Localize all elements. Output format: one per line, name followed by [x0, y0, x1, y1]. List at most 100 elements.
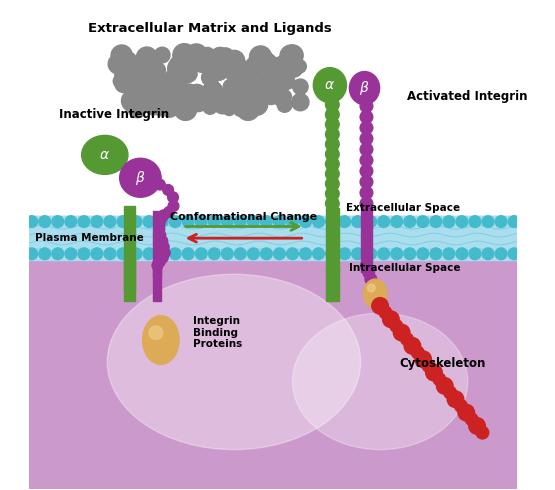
Circle shape — [52, 248, 64, 260]
Circle shape — [274, 216, 285, 227]
Circle shape — [444, 386, 456, 399]
Circle shape — [278, 73, 295, 90]
Circle shape — [117, 248, 129, 260]
Circle shape — [401, 333, 413, 345]
Circle shape — [157, 236, 168, 246]
Circle shape — [246, 57, 260, 72]
Circle shape — [326, 248, 337, 260]
Circle shape — [285, 59, 302, 77]
Bar — [326, 208, 339, 272]
Circle shape — [379, 306, 392, 319]
Circle shape — [458, 404, 475, 421]
Circle shape — [146, 62, 160, 76]
Circle shape — [430, 248, 442, 260]
Circle shape — [417, 216, 428, 227]
Circle shape — [117, 216, 129, 227]
Circle shape — [360, 143, 373, 156]
Circle shape — [365, 216, 376, 227]
Circle shape — [234, 248, 246, 260]
Circle shape — [174, 98, 197, 121]
Circle shape — [155, 230, 166, 241]
Circle shape — [195, 248, 207, 260]
Text: $\alpha$: $\alpha$ — [99, 148, 110, 162]
Circle shape — [224, 50, 245, 71]
Circle shape — [154, 179, 165, 190]
Circle shape — [278, 83, 288, 94]
Circle shape — [158, 210, 169, 220]
Circle shape — [169, 93, 191, 115]
Circle shape — [226, 91, 246, 110]
Circle shape — [152, 98, 166, 113]
Circle shape — [382, 311, 399, 327]
Circle shape — [276, 67, 291, 82]
Ellipse shape — [82, 135, 128, 174]
Circle shape — [129, 60, 149, 80]
Circle shape — [26, 216, 38, 227]
Circle shape — [268, 86, 281, 98]
Circle shape — [115, 67, 128, 80]
Circle shape — [146, 100, 161, 115]
Circle shape — [360, 132, 373, 145]
Circle shape — [248, 248, 259, 260]
Circle shape — [165, 82, 185, 101]
Circle shape — [239, 80, 253, 94]
Circle shape — [221, 216, 233, 227]
Ellipse shape — [107, 274, 361, 450]
Circle shape — [225, 69, 236, 80]
Circle shape — [154, 256, 165, 267]
Circle shape — [465, 413, 478, 426]
Circle shape — [213, 95, 232, 114]
Circle shape — [137, 59, 149, 71]
Circle shape — [139, 57, 160, 78]
Circle shape — [455, 399, 467, 412]
Circle shape — [178, 62, 188, 73]
Circle shape — [365, 248, 376, 260]
Circle shape — [180, 66, 197, 82]
Circle shape — [133, 102, 144, 113]
Bar — [29, 1, 517, 216]
Circle shape — [91, 248, 103, 260]
Circle shape — [260, 248, 273, 260]
Circle shape — [154, 219, 165, 229]
Circle shape — [170, 58, 193, 80]
Circle shape — [279, 90, 291, 103]
Circle shape — [482, 216, 494, 227]
Circle shape — [173, 93, 194, 114]
Circle shape — [208, 216, 220, 227]
Circle shape — [91, 216, 103, 227]
Circle shape — [201, 69, 219, 86]
Circle shape — [352, 248, 364, 260]
Circle shape — [129, 66, 140, 77]
Circle shape — [282, 45, 303, 66]
Circle shape — [124, 68, 135, 79]
Circle shape — [210, 49, 226, 65]
Circle shape — [135, 86, 150, 101]
Circle shape — [130, 70, 151, 91]
Circle shape — [267, 62, 284, 78]
Circle shape — [456, 216, 468, 227]
Text: Extracellular Space: Extracellular Space — [346, 203, 461, 213]
Bar — [29, 216, 517, 260]
Circle shape — [482, 248, 494, 260]
Circle shape — [222, 52, 234, 64]
Circle shape — [223, 103, 235, 116]
Circle shape — [157, 216, 168, 227]
Circle shape — [39, 248, 51, 260]
Circle shape — [300, 216, 311, 227]
Bar — [124, 260, 135, 301]
Circle shape — [226, 86, 238, 97]
Circle shape — [151, 69, 163, 81]
Circle shape — [508, 216, 520, 227]
Circle shape — [153, 77, 173, 97]
Bar — [326, 270, 339, 301]
Circle shape — [360, 111, 373, 123]
Circle shape — [155, 214, 166, 224]
Circle shape — [426, 364, 442, 381]
Circle shape — [178, 96, 195, 114]
Circle shape — [188, 84, 206, 103]
Circle shape — [286, 248, 298, 260]
Circle shape — [235, 60, 248, 74]
Circle shape — [363, 267, 375, 278]
Circle shape — [185, 44, 208, 67]
Circle shape — [168, 201, 179, 211]
